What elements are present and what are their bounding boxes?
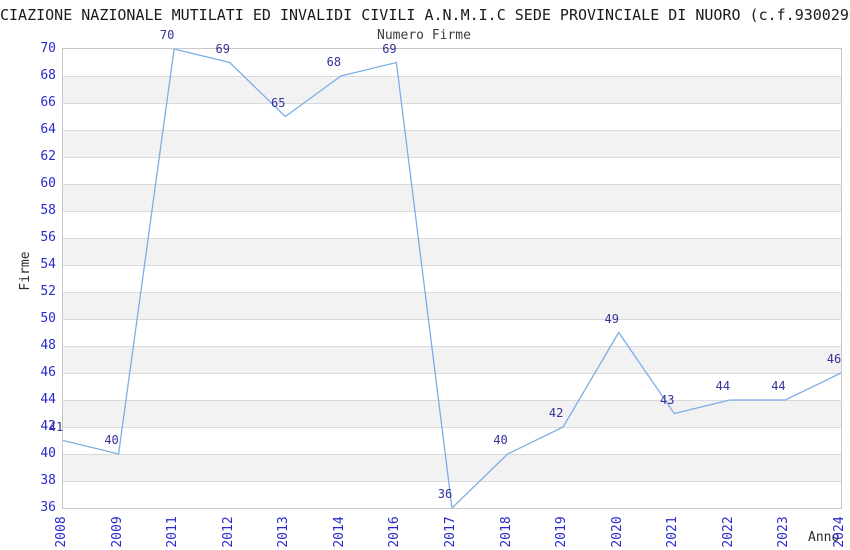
chart-title: CIAZIONE NAZIONALE MUTILATI ED INVALIDI … (0, 6, 850, 24)
y-axis-tick-label: 70 (40, 40, 56, 56)
x-axis-tick-label: 2022 (720, 516, 736, 548)
gridline (63, 400, 841, 401)
data-point-label: 40 (104, 433, 119, 447)
y-axis-tick-label: 60 (40, 175, 56, 191)
x-axis-tick-label: 2008 (54, 516, 69, 548)
data-point-label: 44 (715, 379, 731, 393)
x-axis-tick-label: 2017 (443, 516, 458, 548)
x-axis-tick-label: 2016 (387, 516, 403, 548)
y-axis-tick-label: 44 (40, 391, 56, 407)
y-axis-tick-label: 42 (40, 418, 56, 434)
y-axis-tick-label: 54 (40, 256, 56, 272)
y-axis-tick-label: 46 (40, 364, 56, 380)
y-axis-tick-label: 64 (40, 121, 56, 137)
grid-band (63, 184, 841, 211)
y-axis-tick-label: 62 (40, 148, 56, 164)
grid-band (63, 130, 841, 157)
x-axis-tick-label: 2011 (165, 516, 181, 548)
chart-subtitle: Numero Firme (377, 28, 471, 43)
data-point-label: 69 (215, 41, 230, 56)
y-axis-tick-label: 68 (40, 67, 56, 83)
data-point-label: 68 (326, 55, 342, 69)
y-axis-tick-label: 48 (40, 337, 56, 353)
x-axis-tick-label: 2019 (554, 516, 570, 548)
y-axis-tick-label: 40 (40, 445, 56, 461)
gridline (63, 130, 841, 131)
grid-band (63, 76, 841, 103)
gridline (63, 319, 841, 320)
y-axis-tick-label: 66 (40, 94, 56, 110)
data-point-label: 36 (437, 487, 453, 501)
y-axis-tick-label: 56 (40, 229, 56, 245)
y-axis-tick-label: 38 (40, 472, 56, 488)
gridline (63, 346, 841, 347)
x-axis-title: Anno (808, 530, 840, 545)
x-axis-tick-label: 2018 (498, 516, 514, 548)
x-axis-tick-label: 2012 (220, 516, 236, 548)
gridline (63, 454, 841, 455)
data-point-label: 44 (771, 379, 786, 393)
x-axis-tick-label: 2020 (609, 516, 625, 548)
y-axis-tick-label: 36 (40, 499, 56, 515)
data-point-label: 46 (826, 352, 842, 366)
gridline (63, 103, 841, 104)
x-axis-tick-label: 2013 (276, 516, 292, 548)
line-series (63, 49, 841, 508)
gridline (63, 265, 841, 266)
gridline (63, 76, 841, 77)
grid-band (63, 238, 841, 265)
data-point-label: 40 (493, 433, 508, 447)
x-axis-tick-label: 2021 (665, 516, 681, 548)
x-axis-tick-label: 2014 (331, 516, 347, 548)
series-polyline (63, 49, 841, 508)
x-axis-tick-label: 2024 (832, 516, 847, 548)
data-point-label: 70 (159, 28, 175, 42)
data-point-label: 42 (548, 406, 564, 420)
data-point-label: 65 (271, 95, 286, 110)
gridline (63, 211, 841, 212)
x-axis-tick-label: 2023 (776, 516, 792, 548)
gridline (63, 184, 841, 185)
gridline (63, 157, 841, 158)
y-axis-tick-label: 58 (40, 202, 56, 218)
data-point-label: 41 (48, 419, 64, 434)
grid-band (63, 292, 841, 319)
gridline (63, 238, 841, 239)
gridline (63, 373, 841, 374)
y-axis-tick-label: 50 (40, 310, 56, 326)
gridline (63, 292, 841, 293)
data-point-label: 69 (382, 41, 397, 56)
gridline (63, 427, 841, 428)
gridline (63, 481, 841, 482)
x-axis-tick-label: 2009 (109, 516, 125, 548)
plot-area (62, 48, 842, 509)
data-point-label: 49 (604, 311, 619, 326)
grid-band (63, 346, 841, 373)
data-point-label: 43 (660, 392, 675, 407)
y-axis-tick-label: 52 (40, 283, 56, 299)
grid-band (63, 454, 841, 481)
